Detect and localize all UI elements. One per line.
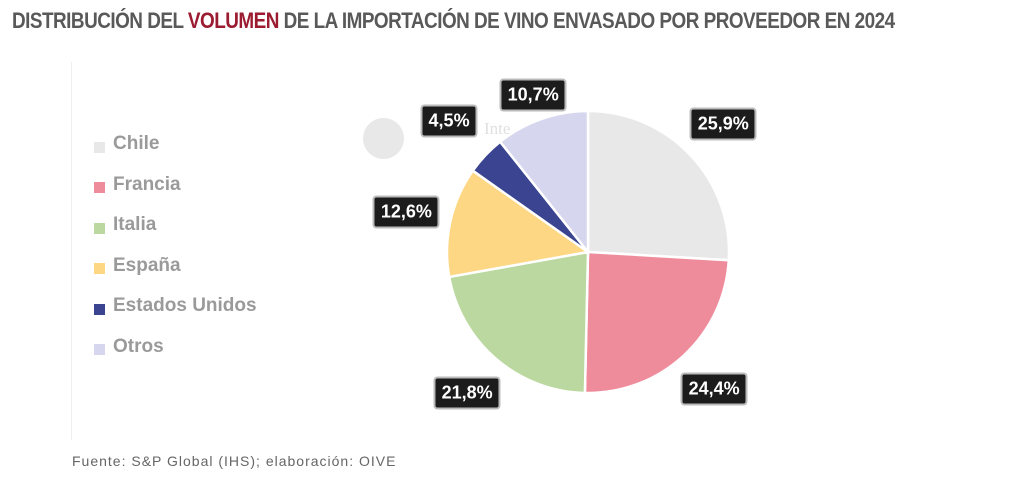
legend-label: Italia — [113, 214, 157, 235]
legend-item: Otros — [94, 336, 164, 358]
legend-item: Estados Unidos — [94, 295, 257, 317]
legend-swatch — [94, 344, 105, 355]
legend-item: Francia — [94, 174, 181, 196]
data-label: 25,9% — [689, 107, 757, 141]
pie-slice-italia — [447, 250, 590, 395]
pie-slice-chile — [586, 109, 731, 262]
legend-item: Chile — [94, 133, 159, 155]
chart-title: DISTRIBUCIÓN DEL VOLUMEN DE LA IMPORTACI… — [12, 8, 895, 34]
ghost-text: Inte — [484, 119, 511, 138]
legend-label: Estados Unidos — [113, 295, 257, 316]
legend-label: Chile — [113, 133, 160, 154]
data-label: 4,5% — [420, 104, 478, 138]
pie-slice-francia — [583, 250, 731, 395]
data-label: 21,8% — [433, 376, 501, 410]
legend-swatch — [94, 222, 105, 234]
legend-item: Italia — [94, 214, 156, 236]
data-label: 12,6% — [372, 195, 440, 229]
legend-swatch — [94, 141, 105, 153]
data-label: 10,7% — [499, 78, 567, 112]
pie-slice-españa — [445, 168, 592, 279]
source-note: Fuente: S&P Global (IHS); elaboración: O… — [72, 453, 397, 469]
legend-swatch — [94, 182, 105, 193]
legend-label: Otros — [113, 335, 164, 357]
ghost-circle — [363, 118, 404, 159]
legend-item: España — [94, 255, 181, 277]
legend-swatch — [94, 263, 105, 274]
title-pre: DISTRIBUCIÓN DEL — [12, 8, 188, 33]
legend-label: Francia — [113, 173, 181, 195]
legend-swatch — [94, 303, 105, 315]
title-highlight: VOLUMEN — [187, 8, 280, 33]
title-post: DE LA IMPORTACIÓN DE VINO ENVASADO POR P… — [278, 8, 896, 33]
data-label: 24,4% — [680, 372, 748, 406]
pie-slice-otros — [498, 109, 590, 256]
legend-label: España — [113, 254, 181, 276]
divider — [71, 62, 72, 440]
